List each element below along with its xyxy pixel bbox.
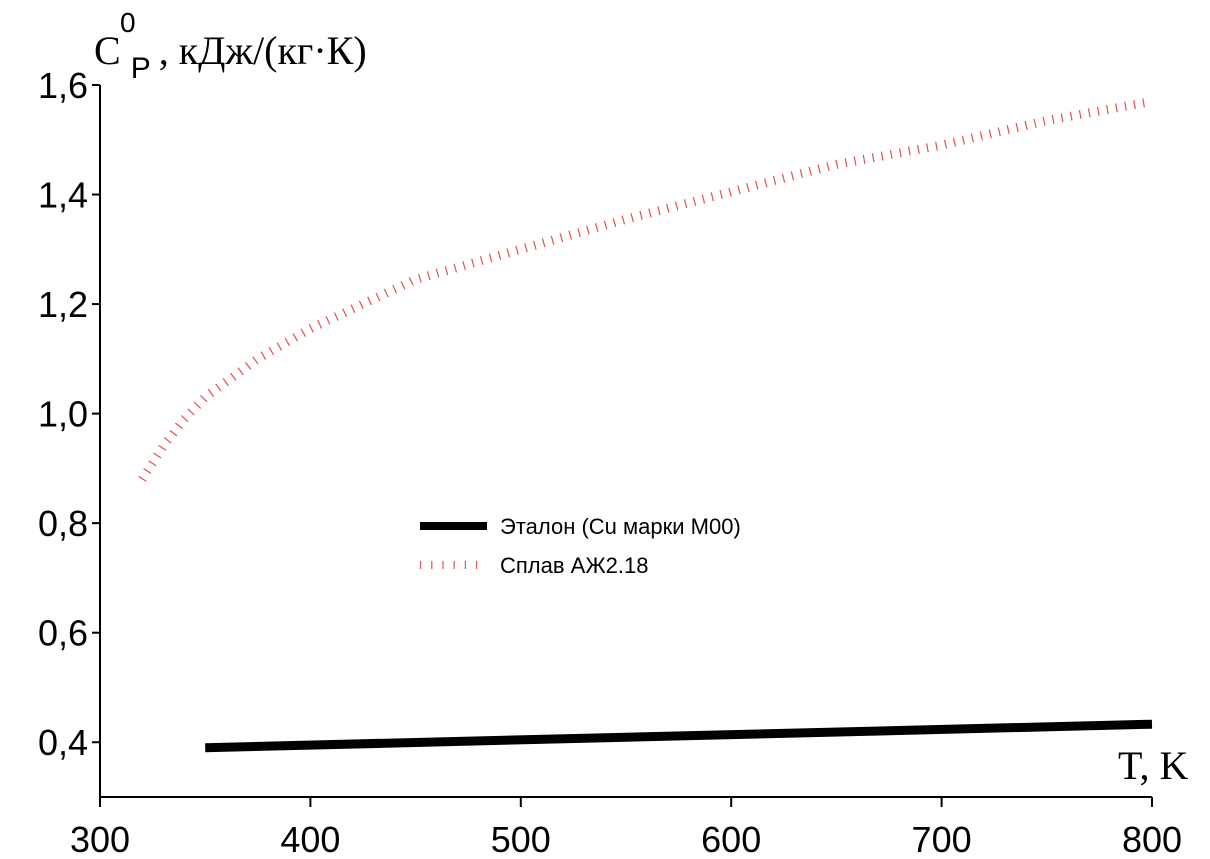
x-tick-label: 500	[491, 819, 551, 859]
y-tick-label: 1,0	[38, 394, 88, 435]
x-tick-label: 300	[70, 819, 130, 859]
x-tick-label: 800	[1122, 819, 1182, 859]
y-axis-title: C P , кДж/(кг·К)	[94, 28, 367, 87]
series-line-etalon	[205, 719, 1153, 753]
axes	[99, 85, 1152, 798]
y-axis-units: , кДж/(кг·К)	[159, 28, 367, 73]
x-tick-label: 700	[912, 819, 972, 859]
y-tick-label: 1,6	[38, 65, 88, 106]
x-axis-title: T, K	[1118, 743, 1188, 788]
x-ticks: 300 400 500 600 700 800	[70, 797, 1182, 859]
y-axis-superscript: 0	[120, 7, 136, 38]
y-tick-label: 1,2	[38, 284, 88, 325]
y-tick-label: 0,4	[38, 722, 88, 763]
legend-label-etalon: Эталон (Cu марки М00)	[500, 514, 741, 539]
y-axis-subscript: P	[131, 52, 151, 85]
legend: Эталон (Cu марки М00) Сплав АЖ2.18	[420, 514, 741, 578]
y-tick-label: 0,8	[38, 503, 88, 544]
y-axis-symbol: C	[94, 28, 121, 73]
y-tick-label: 0,6	[38, 613, 88, 654]
x-tick-label: 600	[701, 819, 761, 859]
y-ticks: 0,4 0,6 0,8 1,0 1,2 1,4 1,6	[38, 65, 100, 763]
series-layer	[138, 96, 1153, 753]
legend-label-alloy: Сплав АЖ2.18	[500, 553, 648, 578]
y-tick-label: 1,4	[38, 175, 88, 216]
series-line-alloy	[138, 96, 1153, 482]
x-tick-label: 400	[280, 819, 340, 859]
